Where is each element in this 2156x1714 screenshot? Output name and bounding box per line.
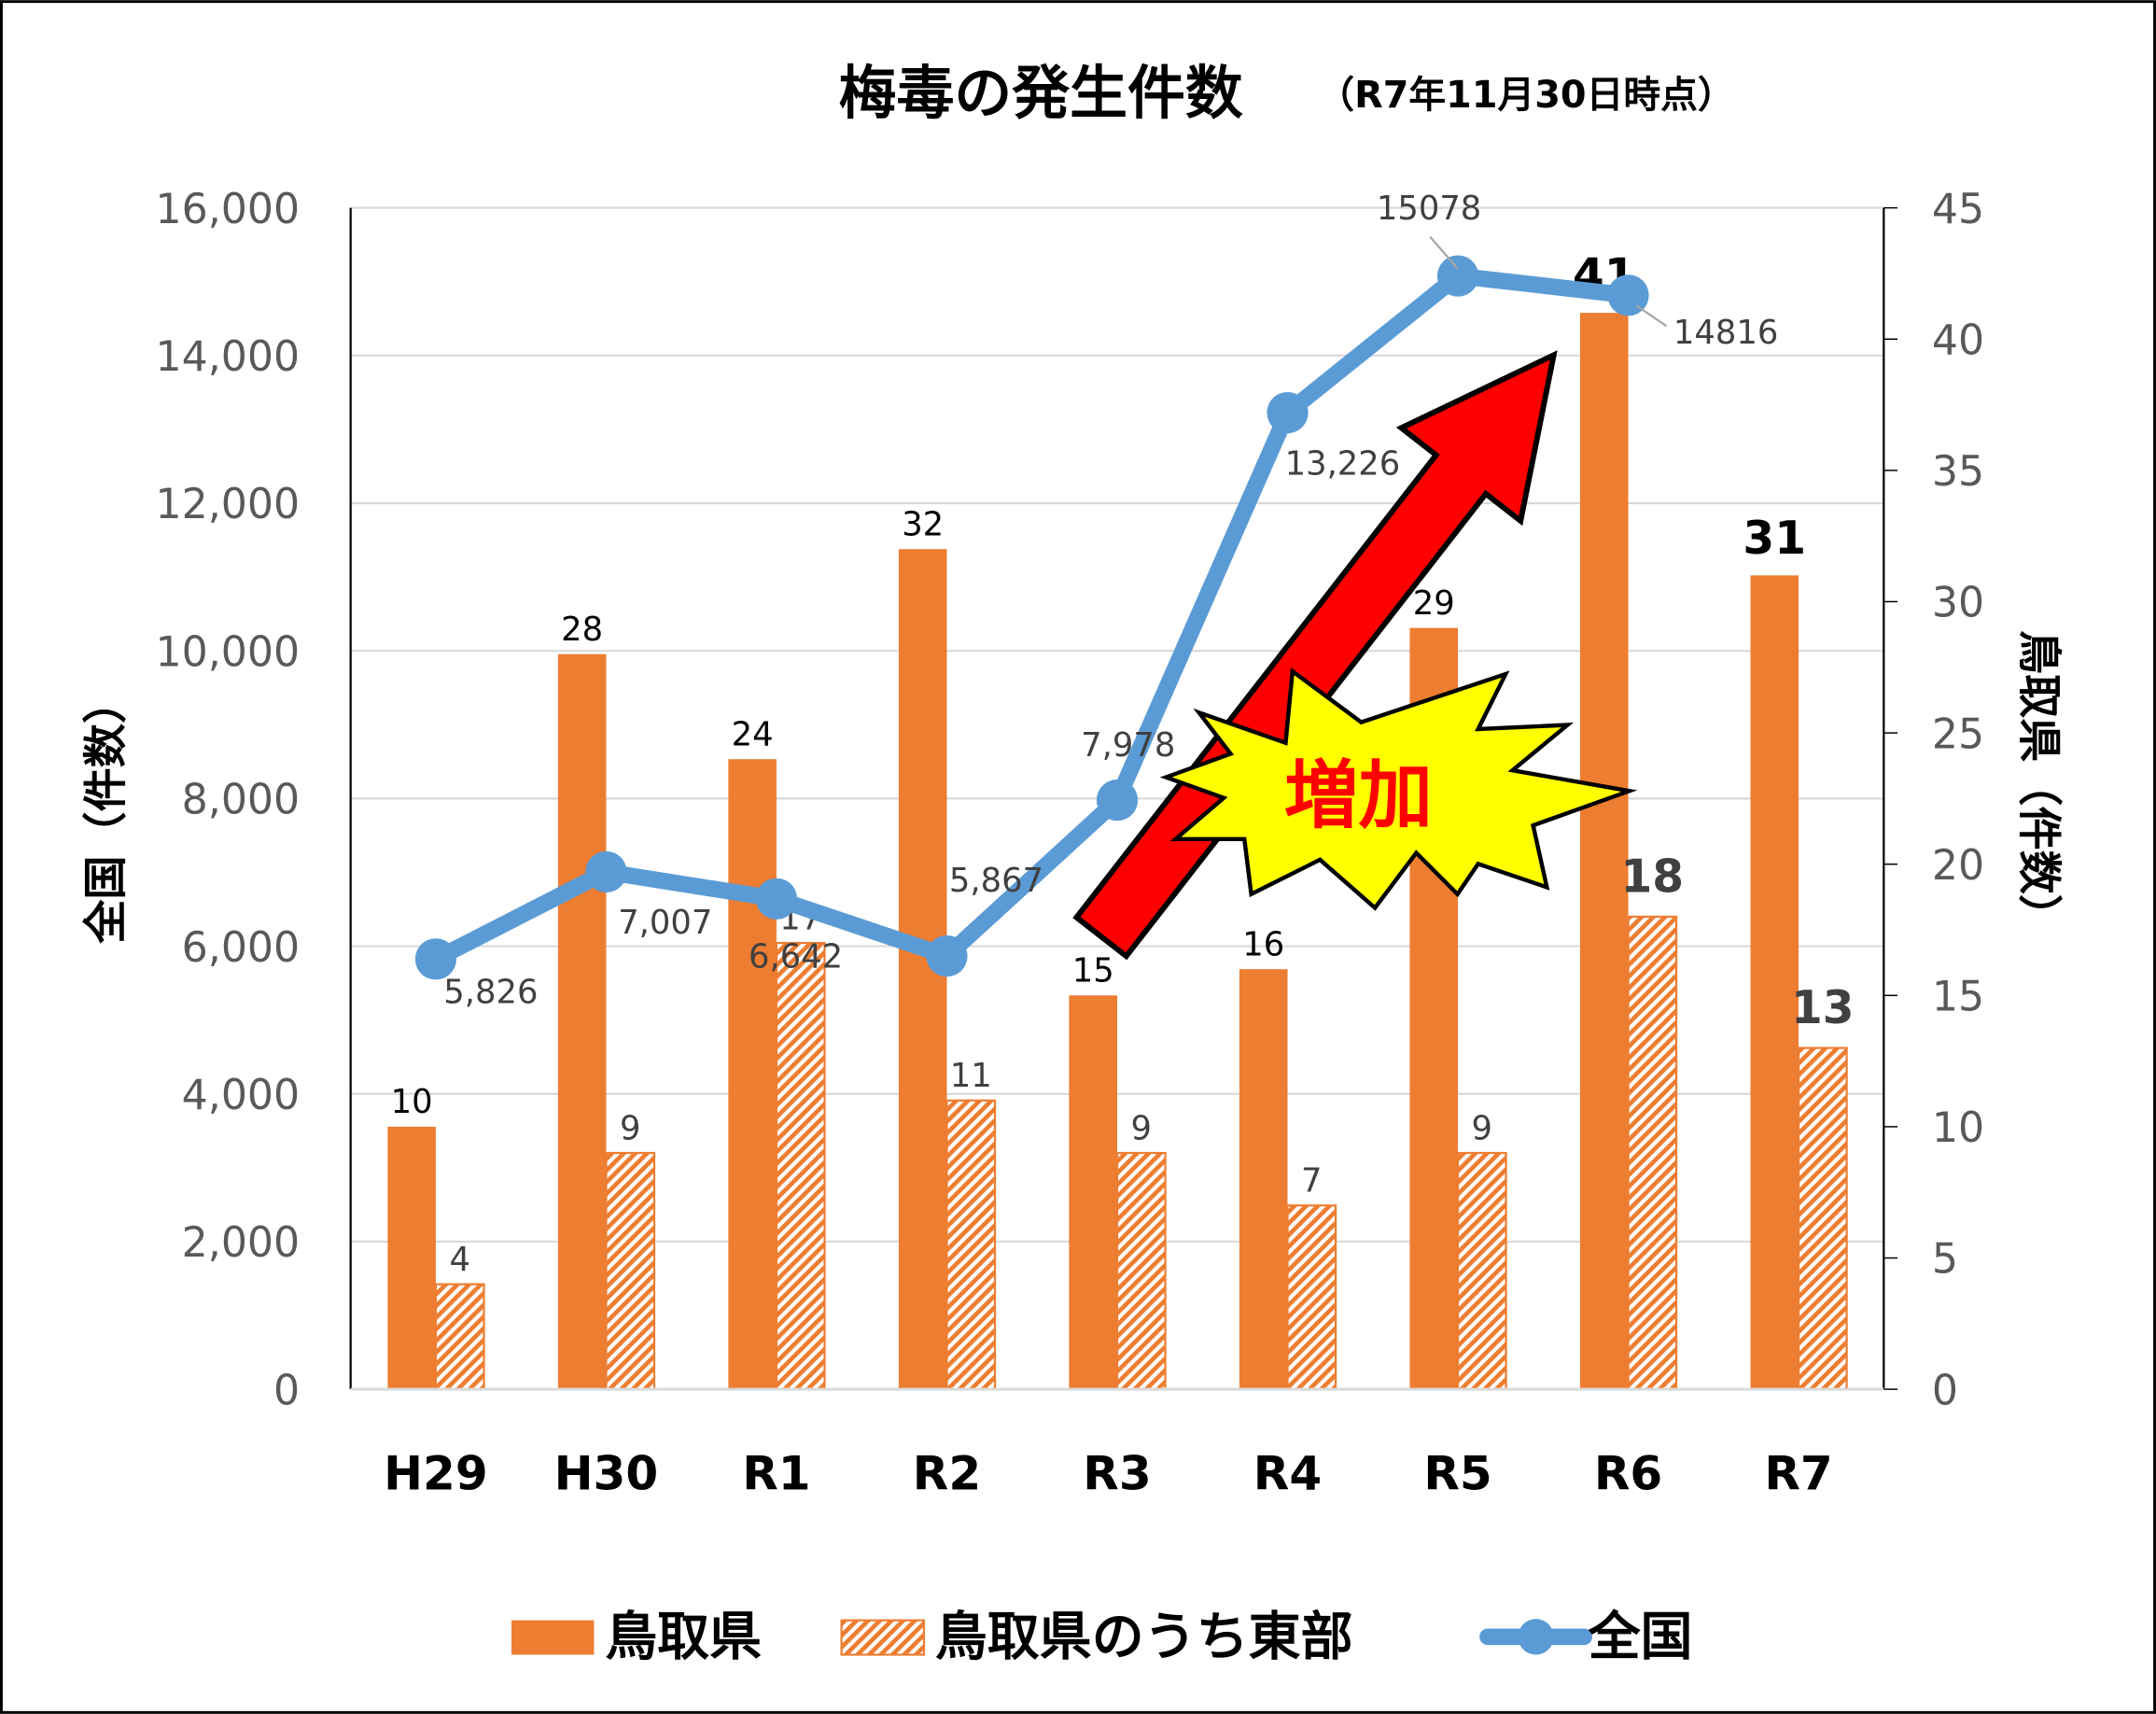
bar-tottori xyxy=(1750,575,1799,1390)
data-label-tottori: 10 xyxy=(391,1083,433,1121)
data-label-east: 7 xyxy=(1301,1162,1323,1201)
national-marker xyxy=(1267,391,1309,434)
bar-tottori xyxy=(557,653,607,1390)
data-label-national: 7,007 xyxy=(618,904,712,942)
chart-subtitle: （R7年11月30日時点） xyxy=(1317,74,1734,117)
bar-tottori xyxy=(1239,969,1288,1390)
data-label-east: 9 xyxy=(1131,1109,1153,1147)
y-axis-left-title: 全国（件数） xyxy=(81,680,133,945)
x-tick-label: R3 xyxy=(1083,1447,1151,1501)
y-right-tick-label: 10 xyxy=(1932,1104,1984,1152)
national-marker xyxy=(585,850,627,893)
legend-label-east: 鳥取県のうち東部 xyxy=(935,1607,1353,1667)
y-left-tick-label: 8,000 xyxy=(182,777,301,824)
bar-tottori xyxy=(387,1126,436,1390)
y-left-tick-label: 6,000 xyxy=(182,924,301,972)
bar-east xyxy=(775,941,826,1391)
data-label-national: 7,978 xyxy=(1081,726,1175,765)
y-left-tick-label: 14,000 xyxy=(156,333,301,381)
y-left-tick-label: 2,000 xyxy=(182,1219,301,1267)
data-label-national: 5,867 xyxy=(949,862,1043,900)
national-marker xyxy=(1607,274,1649,316)
bar-east xyxy=(1797,1047,1848,1391)
x-tick-label: R1 xyxy=(742,1447,810,1501)
data-label-east: 13 xyxy=(1791,982,1855,1034)
x-tick-label: R4 xyxy=(1253,1447,1322,1501)
y-left-tick-label: 0 xyxy=(273,1367,300,1414)
y-left-tick-label: 4,000 xyxy=(182,1072,301,1119)
data-label-tottori: 32 xyxy=(902,505,944,543)
data-label-tottori: 31 xyxy=(1743,513,1806,565)
bar-east xyxy=(1456,1151,1507,1391)
y-left-tick-label: 12,000 xyxy=(156,481,301,528)
y-right-tick-label: 5 xyxy=(1932,1236,1958,1284)
legend: 鳥取県 鳥取県のうち東部 全国 xyxy=(511,1607,1693,1667)
data-label-east: 9 xyxy=(1472,1109,1493,1147)
x-tick-label: R5 xyxy=(1423,1447,1491,1501)
y-right-tick-label: 0 xyxy=(1932,1367,1958,1414)
data-label-tottori: 16 xyxy=(1242,925,1284,963)
legend-swatch-east xyxy=(840,1619,926,1656)
x-tick-label: R7 xyxy=(1764,1447,1832,1501)
data-label-east: 9 xyxy=(620,1109,641,1147)
data-label-tottori: 24 xyxy=(732,715,774,753)
data-label-east: 18 xyxy=(1620,850,1684,903)
chart-title: 梅毒の発生件数 xyxy=(839,60,1243,127)
national-marker xyxy=(1436,255,1479,297)
data-label-national: 13,226 xyxy=(1285,444,1401,483)
leader-line xyxy=(1429,235,1459,270)
bar-east xyxy=(1627,915,1678,1391)
national-marker xyxy=(1096,780,1139,822)
y-left-tick-label: 16,000 xyxy=(156,186,301,233)
y-right-tick-label: 15 xyxy=(1932,974,1984,1021)
national-line xyxy=(431,267,1630,967)
y-right-tick-label: 45 xyxy=(1932,186,1984,233)
data-label-national: 6,642 xyxy=(749,937,843,976)
data-label-national: 15078 xyxy=(1377,190,1481,228)
legend-swatch-tottori xyxy=(511,1620,595,1655)
bar-tottori xyxy=(1069,995,1117,1390)
bar-tottori xyxy=(728,759,777,1390)
data-label-east: 4 xyxy=(449,1241,470,1279)
y-right-tick-label: 40 xyxy=(1932,316,1984,364)
leader-line xyxy=(1635,304,1668,328)
bar-east xyxy=(605,1151,656,1391)
bar-east xyxy=(1115,1151,1167,1391)
national-marker xyxy=(414,938,457,980)
national-marker xyxy=(755,878,798,920)
x-tick-label: R2 xyxy=(913,1447,981,1501)
annotation-text: 増加 xyxy=(1284,752,1433,839)
national-marker xyxy=(926,934,968,977)
bar-tottori xyxy=(1579,313,1629,1390)
bar-east xyxy=(1286,1204,1337,1391)
x-tick-label: H29 xyxy=(384,1447,488,1501)
data-label-national: 5,826 xyxy=(443,973,538,1011)
data-label-east: 11 xyxy=(950,1057,992,1095)
bar-east xyxy=(945,1099,997,1391)
x-tick-label: H30 xyxy=(554,1447,659,1501)
bar-east xyxy=(434,1283,485,1391)
x-tick-label: R6 xyxy=(1594,1447,1662,1501)
y-right-tick-label: 20 xyxy=(1932,842,1984,890)
legend-label-national: 全国 xyxy=(1588,1607,1693,1667)
data-label-tottori: 15 xyxy=(1072,952,1114,990)
legend-label-tottori: 鳥取県 xyxy=(605,1607,762,1667)
y-right-tick-label: 30 xyxy=(1932,580,1984,627)
legend-swatch-national-marker xyxy=(1518,1619,1554,1655)
y-axis-right-title: 鳥取県（件数） xyxy=(2013,630,2065,938)
data-label-national: 14816 xyxy=(1673,314,1778,352)
explosion-burst xyxy=(1159,667,1638,911)
y-right-tick-label: 25 xyxy=(1932,710,1984,758)
y-left-tick-label: 10,000 xyxy=(156,628,301,676)
y-right-tick-label: 35 xyxy=(1932,448,1984,496)
increase-arrow xyxy=(1072,350,1558,961)
data-label-tottori: 28 xyxy=(561,611,603,649)
data-label-tottori: 29 xyxy=(1413,584,1455,623)
